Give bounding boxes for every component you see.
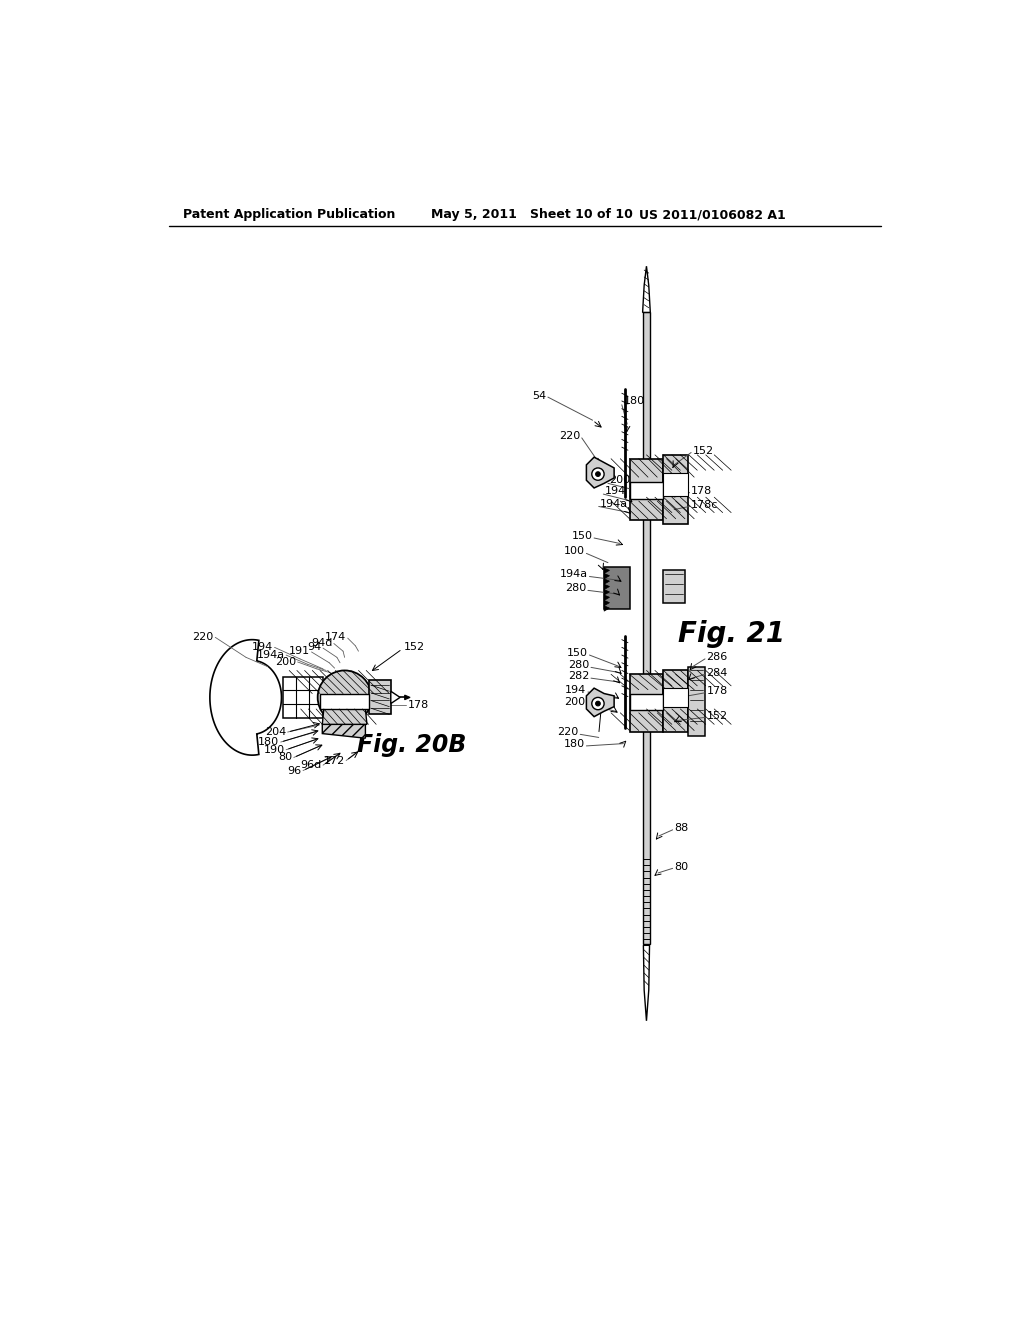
Text: 172: 172: [324, 755, 345, 766]
Polygon shape: [323, 725, 366, 738]
Polygon shape: [604, 590, 609, 595]
Text: 54: 54: [532, 391, 547, 400]
Polygon shape: [643, 945, 649, 1020]
Text: 284: 284: [707, 668, 728, 677]
Polygon shape: [604, 606, 609, 611]
Text: 180: 180: [258, 737, 280, 747]
Bar: [664, 473, 688, 496]
Circle shape: [596, 471, 600, 477]
Text: 180: 180: [624, 396, 644, 407]
Text: 194a: 194a: [600, 499, 629, 510]
Text: 220: 220: [557, 727, 579, 737]
Polygon shape: [604, 566, 630, 609]
Polygon shape: [604, 595, 609, 601]
Text: 220: 220: [559, 430, 581, 441]
Text: 96d: 96d: [300, 760, 322, 770]
Polygon shape: [404, 696, 410, 700]
Text: May 5, 2011   Sheet 10 of 10: May 5, 2011 Sheet 10 of 10: [431, 209, 633, 222]
Text: 80: 80: [279, 752, 292, 763]
Text: US 2011/0106082 A1: US 2011/0106082 A1: [639, 209, 785, 222]
Bar: [319, 693, 370, 709]
Text: 150: 150: [571, 531, 593, 541]
Text: 180: 180: [564, 739, 585, 748]
Text: 280: 280: [565, 583, 587, 593]
Text: 174: 174: [325, 632, 346, 643]
Circle shape: [592, 697, 604, 710]
Text: 94: 94: [307, 643, 322, 652]
Bar: [688, 667, 705, 737]
Text: 282: 282: [568, 671, 590, 681]
Bar: [643, 313, 650, 944]
Bar: [664, 570, 685, 603]
Text: 178c: 178c: [691, 500, 719, 510]
Text: 88: 88: [674, 824, 688, 833]
Polygon shape: [391, 692, 400, 704]
Text: 152: 152: [403, 643, 425, 652]
Bar: [370, 681, 391, 714]
Text: 286: 286: [707, 652, 728, 663]
Bar: [664, 688, 688, 708]
Polygon shape: [323, 709, 367, 725]
Polygon shape: [604, 601, 609, 606]
Text: 194a: 194a: [560, 569, 588, 579]
Text: 194: 194: [605, 486, 626, 496]
Bar: [664, 455, 688, 524]
Text: Fig. 21: Fig. 21: [678, 620, 784, 648]
Circle shape: [592, 469, 604, 480]
Circle shape: [596, 701, 600, 706]
Text: 190: 190: [263, 744, 285, 755]
Text: 280: 280: [568, 660, 590, 671]
Bar: [283, 677, 323, 718]
Polygon shape: [587, 688, 614, 717]
Text: 152: 152: [707, 711, 728, 721]
Text: 178: 178: [691, 486, 713, 496]
Polygon shape: [604, 585, 609, 590]
Bar: [630, 459, 664, 520]
Text: 94d: 94d: [311, 638, 333, 648]
Text: 200: 200: [564, 697, 585, 708]
Text: 194: 194: [565, 685, 587, 694]
Text: 96: 96: [288, 766, 301, 776]
Text: 100: 100: [564, 546, 585, 556]
Text: 204: 204: [265, 727, 286, 737]
Text: 80: 80: [674, 862, 688, 871]
Text: 194a: 194a: [256, 649, 285, 660]
Bar: [630, 693, 664, 710]
Text: 152: 152: [692, 446, 714, 455]
Bar: [630, 482, 664, 499]
Text: 178: 178: [707, 686, 728, 696]
Polygon shape: [587, 457, 614, 488]
Text: 194: 194: [252, 643, 273, 652]
Text: Fig. 20B: Fig. 20B: [357, 733, 466, 758]
Text: 200: 200: [609, 475, 631, 486]
Text: Patent Application Publication: Patent Application Publication: [183, 209, 395, 222]
Text: 191: 191: [289, 647, 310, 656]
Polygon shape: [643, 267, 650, 313]
Text: 150: 150: [567, 648, 588, 657]
Bar: [630, 675, 664, 733]
Polygon shape: [604, 568, 609, 573]
Circle shape: [317, 671, 372, 725]
Polygon shape: [604, 578, 609, 585]
Polygon shape: [604, 573, 609, 578]
Text: 200: 200: [275, 657, 296, 667]
Text: 220: 220: [193, 632, 214, 643]
Polygon shape: [210, 640, 282, 755]
Bar: [664, 671, 688, 733]
Text: 178: 178: [408, 700, 429, 710]
